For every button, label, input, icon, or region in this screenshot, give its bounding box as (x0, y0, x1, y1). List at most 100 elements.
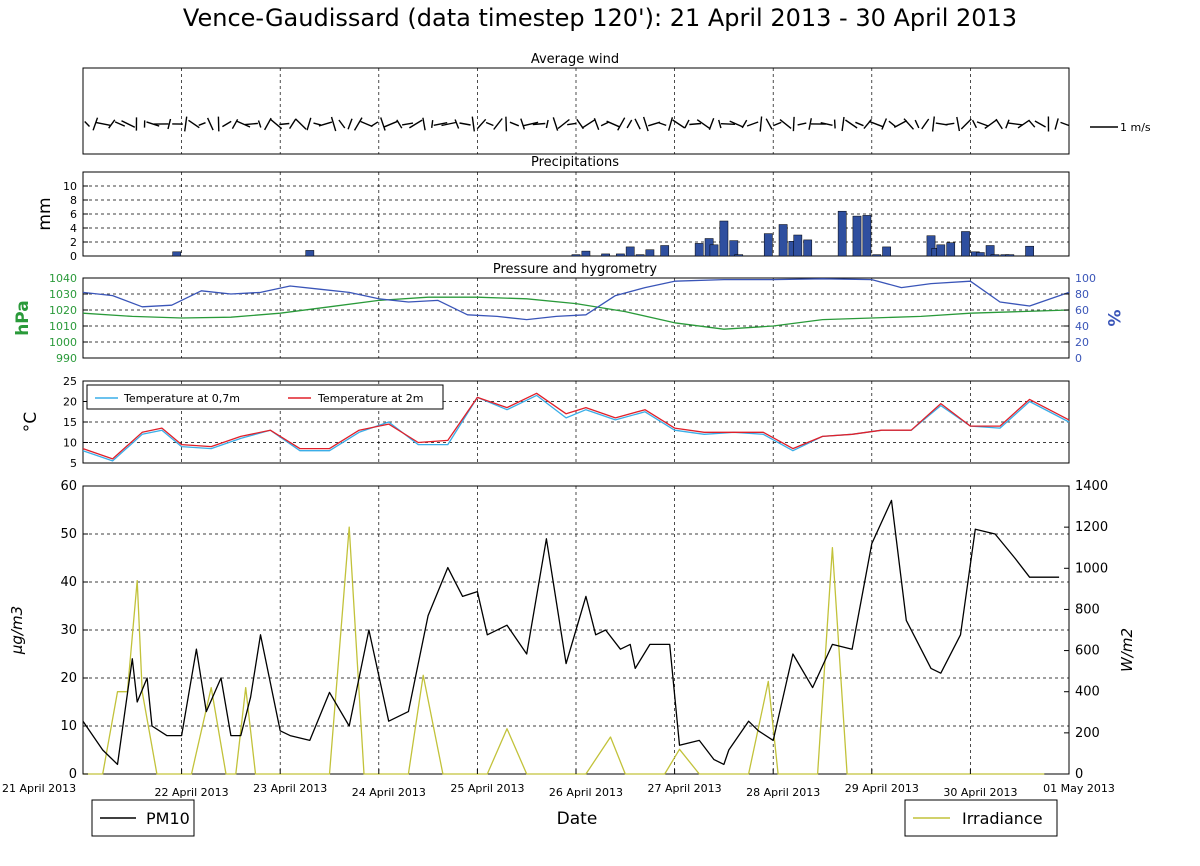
precip-bar (985, 245, 995, 257)
x-tick-label: 24 April 2013 (352, 786, 426, 799)
precip-bar (625, 246, 635, 257)
y-tick-label: 200 (1075, 726, 1100, 741)
wind-barb (581, 119, 595, 129)
wind-barb (658, 121, 667, 127)
precip-bar (719, 220, 729, 257)
wind-barb (279, 122, 290, 126)
temperature-legend-box (86, 384, 444, 410)
wind-barb (96, 121, 111, 127)
precip-bar (616, 253, 625, 257)
precip-bar (635, 254, 645, 257)
wind-barb (820, 122, 833, 126)
wind-panel-title: Average wind (531, 52, 619, 67)
wind-barb (353, 117, 363, 131)
precip-bar (936, 244, 946, 257)
wind-barb (257, 120, 262, 128)
precip-bar (305, 250, 315, 257)
y-tick-label: 25 (63, 375, 77, 388)
wind-barb (845, 119, 858, 129)
y-tick-label: 30 (60, 623, 77, 638)
wind-barb (523, 121, 539, 127)
wind-barb (306, 117, 312, 131)
precip-bar (926, 235, 936, 257)
wind-barb (493, 118, 503, 130)
precip-ylabel: mm (35, 197, 55, 230)
x-tick-label: 25 April 2013 (450, 782, 524, 795)
y-tick-label: 10 (63, 180, 77, 193)
wind-barb (1034, 120, 1046, 128)
wind-barb (545, 119, 549, 129)
wind-barb (888, 120, 897, 128)
wind-barb (313, 122, 321, 126)
y-tick-label: 0 (69, 767, 77, 782)
wind-barb (931, 116, 935, 132)
pressure-y-ticks: 990 1000 1010 1020 1030 1040 (49, 272, 88, 365)
wind-barb (708, 118, 715, 130)
wind-barb (92, 117, 99, 131)
wind-barb (409, 119, 423, 129)
wind-barb (459, 122, 471, 126)
temperature-panel: 5 10 15 20 25 °C Temperature at 0,7m Tempera… (21, 375, 1070, 470)
wind-barb (198, 122, 206, 126)
irradiance-legend: Irradiance (904, 799, 1058, 837)
y-tick-label: 80 (1075, 288, 1089, 301)
precip-gridlines (83, 172, 1069, 256)
y-tick-label: 40 (1075, 320, 1089, 333)
legend-label-irradiance: Irradiance (962, 809, 1043, 828)
wind-barb (330, 116, 337, 132)
pressure-gridlines (83, 278, 1069, 358)
wind-barb (188, 119, 200, 129)
wind-barb (741, 119, 748, 129)
y-tick-label: 15 (63, 416, 77, 429)
y-tick-label: 1000 (1075, 561, 1108, 576)
humidity-y-ticks: 0 20 40 60 80 100 (1064, 272, 1096, 365)
wind-panel: Average wind 1 m/s (82, 52, 1151, 155)
wind-barbs (84, 116, 1070, 132)
y-tick-label: 20 (60, 671, 77, 686)
wind-barb (600, 121, 609, 127)
wind-barb (84, 121, 91, 127)
y-tick-label: 1040 (49, 272, 77, 285)
pressure-ylabel: hPa (13, 300, 33, 336)
precip-bar (763, 233, 773, 257)
wind-barb (759, 116, 763, 132)
wind-barb (263, 117, 272, 131)
x-tick-label: 23 April 2013 (253, 782, 327, 795)
precip-bars (172, 210, 1034, 257)
wind-barb (606, 120, 620, 128)
temperature-legend: Temperature at 0,7m Temperature at 2m (86, 384, 444, 410)
wind-barb (921, 118, 930, 130)
wind-barb (1008, 122, 1023, 126)
wind-barb (294, 118, 307, 130)
chart-title: Vence-Gaudissard (data timestep 120'): 2… (182, 4, 1018, 32)
wind-barb (808, 118, 812, 130)
precip-bar (172, 251, 182, 257)
y-tick-label: 800 (1075, 602, 1100, 617)
precip-bar (709, 244, 719, 257)
wind-barb (396, 119, 403, 129)
wind-barb (485, 121, 494, 127)
x-tick-label: 26 April 2013 (549, 786, 623, 799)
x-tick-label: 28 April 2013 (746, 786, 820, 799)
pm10-line (82, 499, 1060, 766)
wind-barb (647, 121, 661, 127)
wind-barb (956, 116, 961, 132)
y-tick-label: 60 (1075, 304, 1089, 317)
y-tick-label: 2 (70, 236, 77, 249)
wind-barb (244, 122, 258, 126)
y-tick-label: 600 (1075, 644, 1100, 659)
wind-barb (557, 118, 570, 130)
wind-barb (114, 121, 126, 127)
wind-barb (672, 119, 686, 129)
wind-barb (1028, 120, 1036, 128)
y-tick-label: 4 (70, 222, 77, 235)
wind-barb (881, 118, 888, 130)
wind-barb (206, 117, 214, 131)
wind-barb (833, 119, 836, 129)
wind-barb (1060, 121, 1070, 127)
wind-barb (167, 118, 172, 130)
wind-barb (567, 122, 577, 126)
wind-barb (720, 123, 736, 125)
